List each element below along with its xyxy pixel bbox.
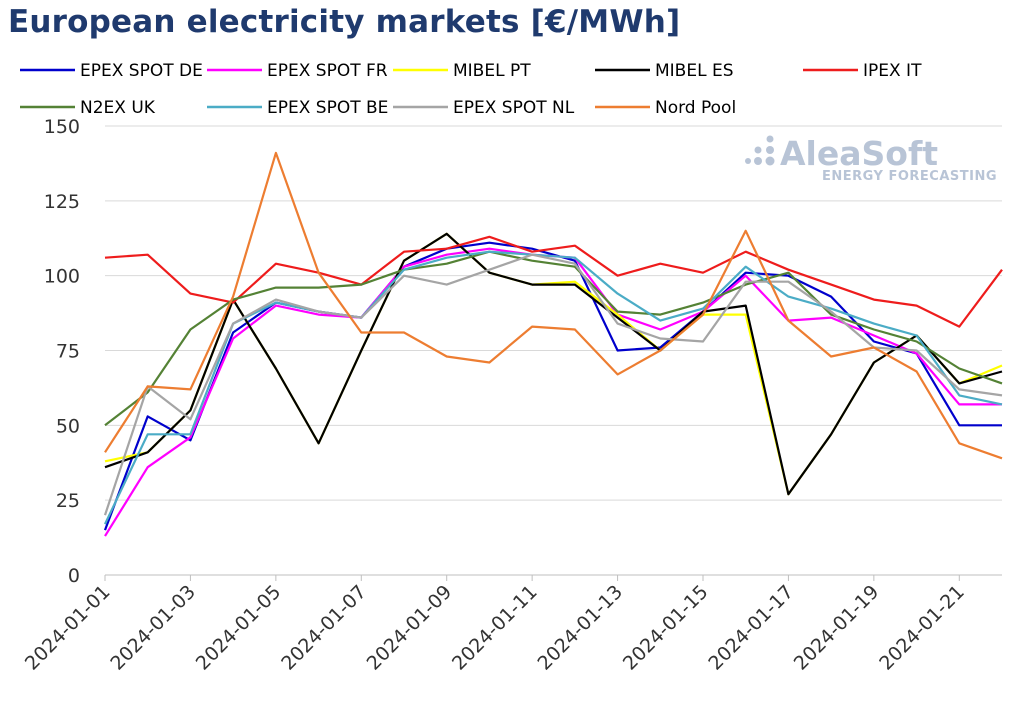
legend-label: MIBEL ES xyxy=(655,61,734,81)
x-axis: 2024-01-012024-01-032024-01-052024-01-07… xyxy=(21,575,969,675)
x-tick-label: 2024-01-09 xyxy=(363,581,457,675)
series-line-n2ex-uk xyxy=(104,250,1003,427)
y-axis: 0 25 50 75 100 125 150 xyxy=(44,116,80,587)
chart-title: European electricity markets [€/MWh] xyxy=(8,4,681,40)
x-tick-label: 2024-01-15 xyxy=(619,581,713,675)
logo-name: AleaSoft xyxy=(780,134,938,173)
grid-lines xyxy=(105,125,1002,576)
series-lines xyxy=(103,151,1003,537)
legend-label: EPEX SPOT FR xyxy=(267,61,388,81)
legend: EPEX SPOT DE EPEX SPOT FR MIBEL PT MIBEL ES… xyxy=(20,61,922,118)
legend-label: Nord Pool xyxy=(655,98,736,118)
y-tick-label: 0 xyxy=(68,565,80,587)
x-tick-label: 2024-01-05 xyxy=(192,581,286,675)
legend-label: EPEX SPOT BE xyxy=(267,98,388,118)
legend-label: EPEX SPOT DE xyxy=(80,61,203,81)
y-tick-label: 75 xyxy=(56,341,80,363)
legend-label: MIBEL PT xyxy=(453,61,531,81)
series-line-mibel-es xyxy=(104,232,1003,496)
x-tick-label: 2024-01-21 xyxy=(875,581,969,675)
series-line-epex-spot-be xyxy=(104,250,1003,525)
x-tick-label: 2024-01-17 xyxy=(704,581,798,675)
aleasoft-logo: AleaSoft ENERGY FORECASTING xyxy=(745,134,997,184)
x-tick-label: 2024-01-07 xyxy=(277,581,371,675)
logo-tagline: ENERGY FORECASTING xyxy=(822,169,997,184)
series-line-epex-spot-fr xyxy=(104,247,1002,537)
x-tick-label: 2024-01-13 xyxy=(533,581,627,675)
x-tick-label: 2024-01-19 xyxy=(790,581,884,675)
y-tick-label: 50 xyxy=(56,415,80,437)
y-tick-label: 125 xyxy=(44,191,80,213)
series-line-epex-spot-de xyxy=(103,241,1002,531)
y-tick-label: 100 xyxy=(44,266,80,288)
legend-label: N2EX UK xyxy=(80,98,156,118)
legend-label: IPEX IT xyxy=(863,61,922,81)
series-line-ipex-it xyxy=(104,235,1003,328)
series-line-nord-pool xyxy=(104,151,1003,460)
legend-label: EPEX SPOT NL xyxy=(453,98,575,118)
series-line-epex-spot-nl xyxy=(103,253,1003,516)
x-tick-label: 2024-01-01 xyxy=(21,581,115,675)
y-tick-label: 150 xyxy=(44,116,80,138)
x-tick-label: 2024-01-11 xyxy=(448,581,542,675)
y-tick-label: 25 xyxy=(56,490,80,512)
x-tick-label: 2024-01-03 xyxy=(106,581,200,675)
